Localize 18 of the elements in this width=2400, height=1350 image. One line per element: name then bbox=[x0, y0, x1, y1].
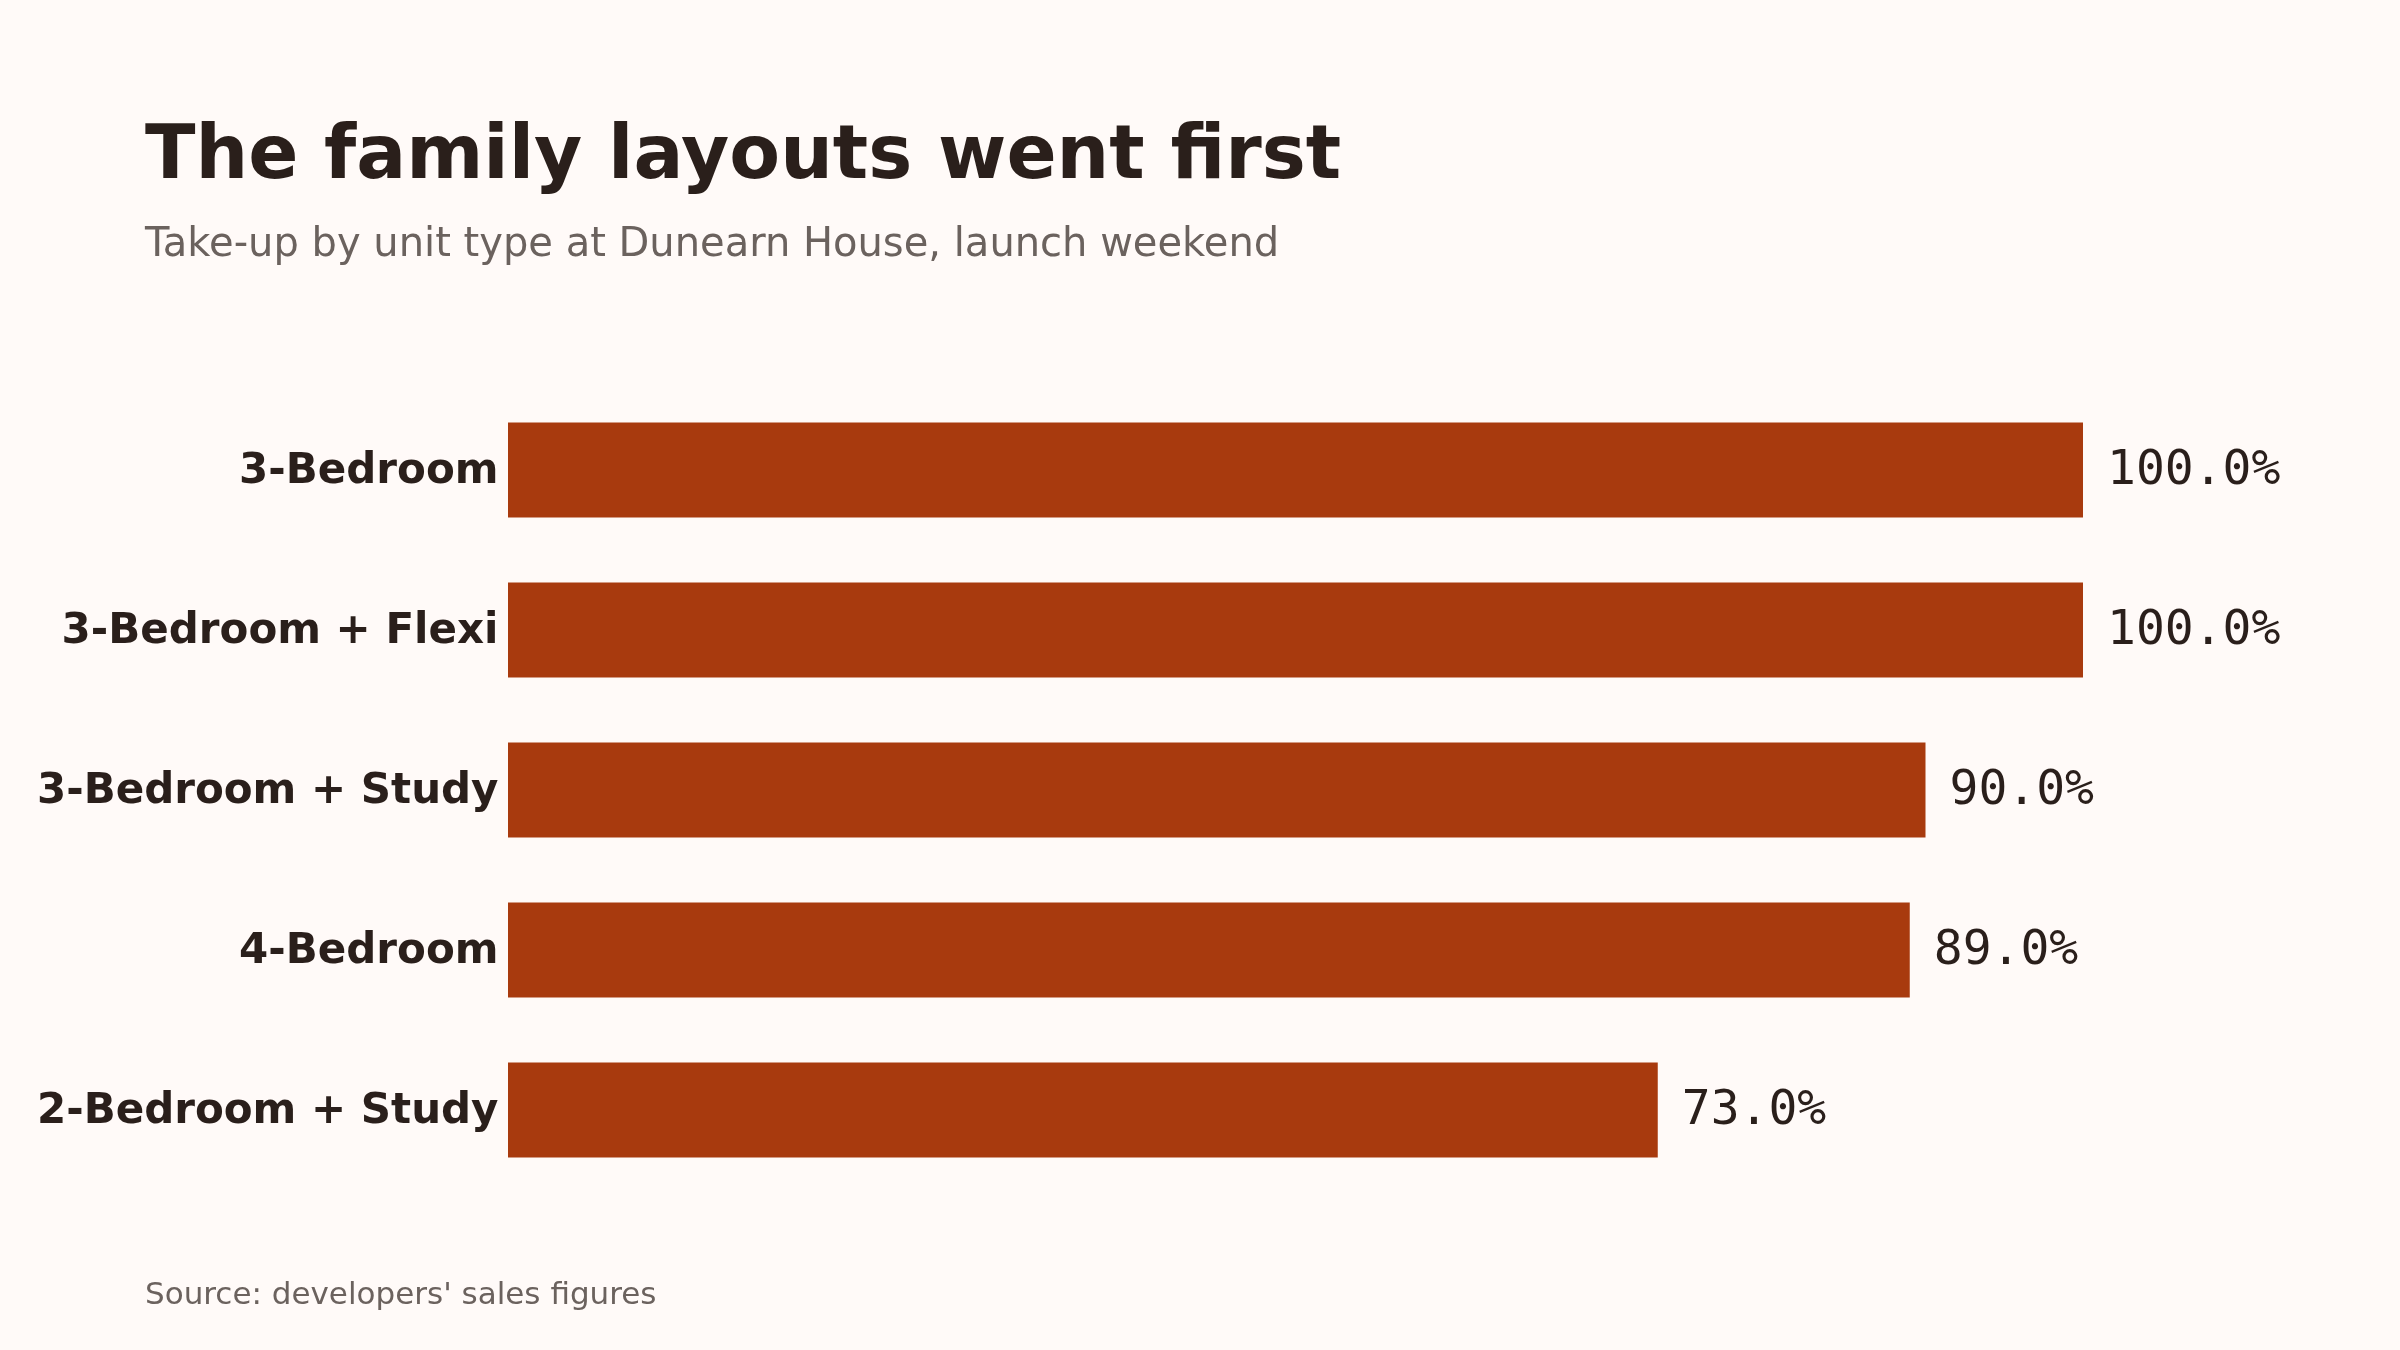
y-tick-label: 4-Bedroom bbox=[239, 924, 499, 973]
bar bbox=[508, 902, 1910, 998]
data-label: 89.0% bbox=[1933, 919, 2079, 975]
source-note: Source: developers' sales figures bbox=[145, 1275, 657, 1311]
bar bbox=[508, 422, 2083, 518]
data-label: 90.0% bbox=[1949, 759, 2095, 815]
data-label: 100.0% bbox=[2107, 439, 2281, 495]
chart-subtitle: Take-up by unit type at Dunearn House, launch weekend bbox=[144, 219, 1280, 265]
chart-title: The family layouts went first bbox=[145, 109, 1342, 195]
bar bbox=[508, 582, 2083, 678]
y-tick-label: 3-Bedroom + Flexi bbox=[61, 604, 499, 653]
y-tick-label: 3-Bedroom + Study bbox=[36, 764, 499, 813]
bar bbox=[508, 742, 1926, 838]
y-tick-label: 3-Bedroom bbox=[239, 444, 499, 493]
y-tick-label: 2-Bedroom + Study bbox=[36, 1084, 499, 1133]
data-label: 73.0% bbox=[1681, 1079, 1827, 1135]
data-label: 100.0% bbox=[2107, 599, 2281, 655]
bar bbox=[508, 1062, 1658, 1158]
